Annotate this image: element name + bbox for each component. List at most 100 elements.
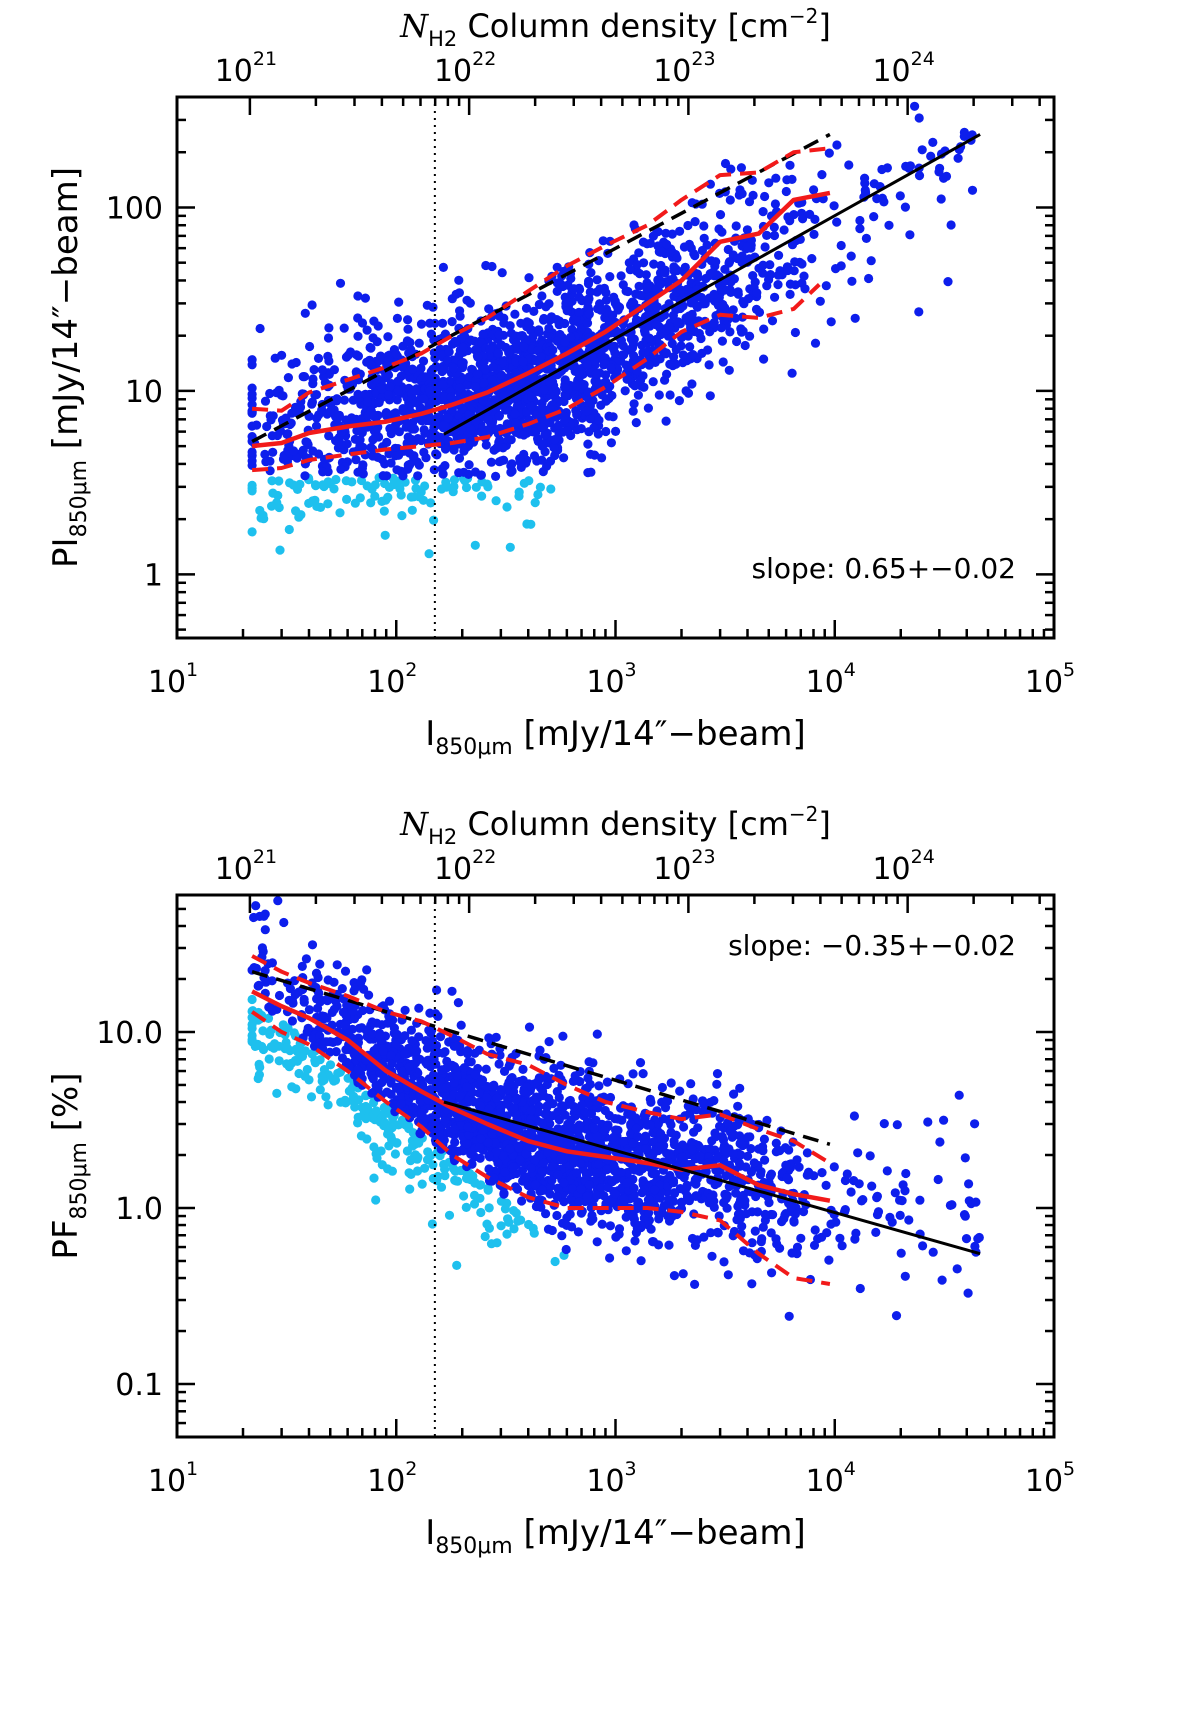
data-point xyxy=(884,220,894,230)
data-point xyxy=(895,1210,905,1220)
data-point xyxy=(362,325,372,335)
data-point xyxy=(497,358,507,368)
data-point xyxy=(666,1078,676,1088)
data-point xyxy=(505,321,515,331)
data-point xyxy=(593,1159,604,1169)
data-point xyxy=(754,1144,764,1154)
data-point xyxy=(506,467,516,477)
data-point xyxy=(796,1233,806,1243)
data-point xyxy=(646,1097,656,1107)
faint-point xyxy=(274,1056,284,1066)
data-point xyxy=(416,319,427,329)
plot-area xyxy=(247,97,981,638)
data-point xyxy=(611,1125,621,1135)
data-point xyxy=(967,185,978,195)
data-point xyxy=(782,1173,792,1183)
data-point xyxy=(672,253,682,263)
data-point xyxy=(530,1180,540,1190)
data-point xyxy=(385,382,395,392)
data-point xyxy=(268,447,278,457)
y-tick-label: 100 xyxy=(106,191,163,226)
data-point xyxy=(900,202,911,212)
data-point xyxy=(307,397,317,407)
data-point xyxy=(760,191,770,202)
data-point xyxy=(934,167,944,177)
y-tick-label: 0.1 xyxy=(115,1368,163,1403)
data-point xyxy=(679,242,690,252)
data-point xyxy=(676,285,686,295)
data-point xyxy=(578,1093,588,1103)
data-point xyxy=(629,399,639,409)
data-point xyxy=(511,1094,521,1105)
data-point xyxy=(659,1133,670,1143)
top-tick-label: 1022 xyxy=(434,48,496,89)
data-point xyxy=(492,1093,502,1103)
data-point xyxy=(742,241,753,252)
data-point xyxy=(648,1237,658,1247)
data-point xyxy=(249,963,259,973)
data-point xyxy=(626,1129,636,1139)
faint-point xyxy=(502,502,512,512)
data-point xyxy=(657,1082,668,1093)
data-point xyxy=(574,1197,584,1207)
data-point xyxy=(669,1136,679,1146)
data-point xyxy=(544,1037,554,1047)
data-point xyxy=(609,1132,619,1142)
data-point xyxy=(572,380,582,391)
data-point xyxy=(454,275,464,285)
data-point xyxy=(779,225,789,235)
data-point xyxy=(774,250,784,260)
data-point xyxy=(357,463,367,473)
data-point xyxy=(633,390,644,400)
data-point xyxy=(735,185,745,195)
data-point xyxy=(914,171,925,181)
data-point xyxy=(550,435,560,445)
data-point xyxy=(360,389,370,399)
data-point xyxy=(311,390,322,400)
faint-point xyxy=(491,496,501,506)
faint-point xyxy=(424,549,434,559)
data-point xyxy=(706,1228,716,1238)
data-point xyxy=(618,280,628,290)
data-point xyxy=(496,1085,506,1095)
data-point xyxy=(325,406,335,416)
data-point xyxy=(476,1134,486,1144)
data-point xyxy=(598,236,608,246)
data-point xyxy=(360,293,370,303)
data-point xyxy=(366,1062,376,1072)
faint-point xyxy=(274,1041,284,1051)
data-point xyxy=(462,1139,472,1149)
data-point xyxy=(639,382,649,392)
data-point xyxy=(536,352,546,362)
data-point xyxy=(339,323,349,333)
data-point xyxy=(260,449,270,459)
data-point xyxy=(740,1200,750,1210)
data-point xyxy=(469,1097,479,1107)
faint-point xyxy=(255,505,265,516)
data-point xyxy=(447,317,457,327)
data-point xyxy=(926,151,936,161)
data-point xyxy=(636,1256,646,1266)
data-point xyxy=(742,225,753,235)
data-point xyxy=(628,1138,638,1148)
data-point xyxy=(260,396,271,406)
data-point xyxy=(567,324,577,335)
data-point xyxy=(599,283,610,293)
data-point xyxy=(311,968,322,978)
data-point xyxy=(783,265,793,276)
data-point xyxy=(464,460,474,470)
data-point xyxy=(687,379,697,389)
top-tick-label: 1021 xyxy=(215,846,277,887)
data-point xyxy=(855,1283,865,1294)
faint-point xyxy=(377,496,387,506)
data-point xyxy=(759,1134,770,1144)
data-point xyxy=(368,451,378,461)
data-point xyxy=(662,1096,673,1106)
data-point xyxy=(646,1224,656,1234)
data-point xyxy=(716,323,727,333)
data-point xyxy=(787,174,797,184)
data-point xyxy=(407,364,417,374)
data-point xyxy=(686,243,696,253)
data-point xyxy=(767,1268,777,1278)
scatter-points xyxy=(247,101,978,559)
